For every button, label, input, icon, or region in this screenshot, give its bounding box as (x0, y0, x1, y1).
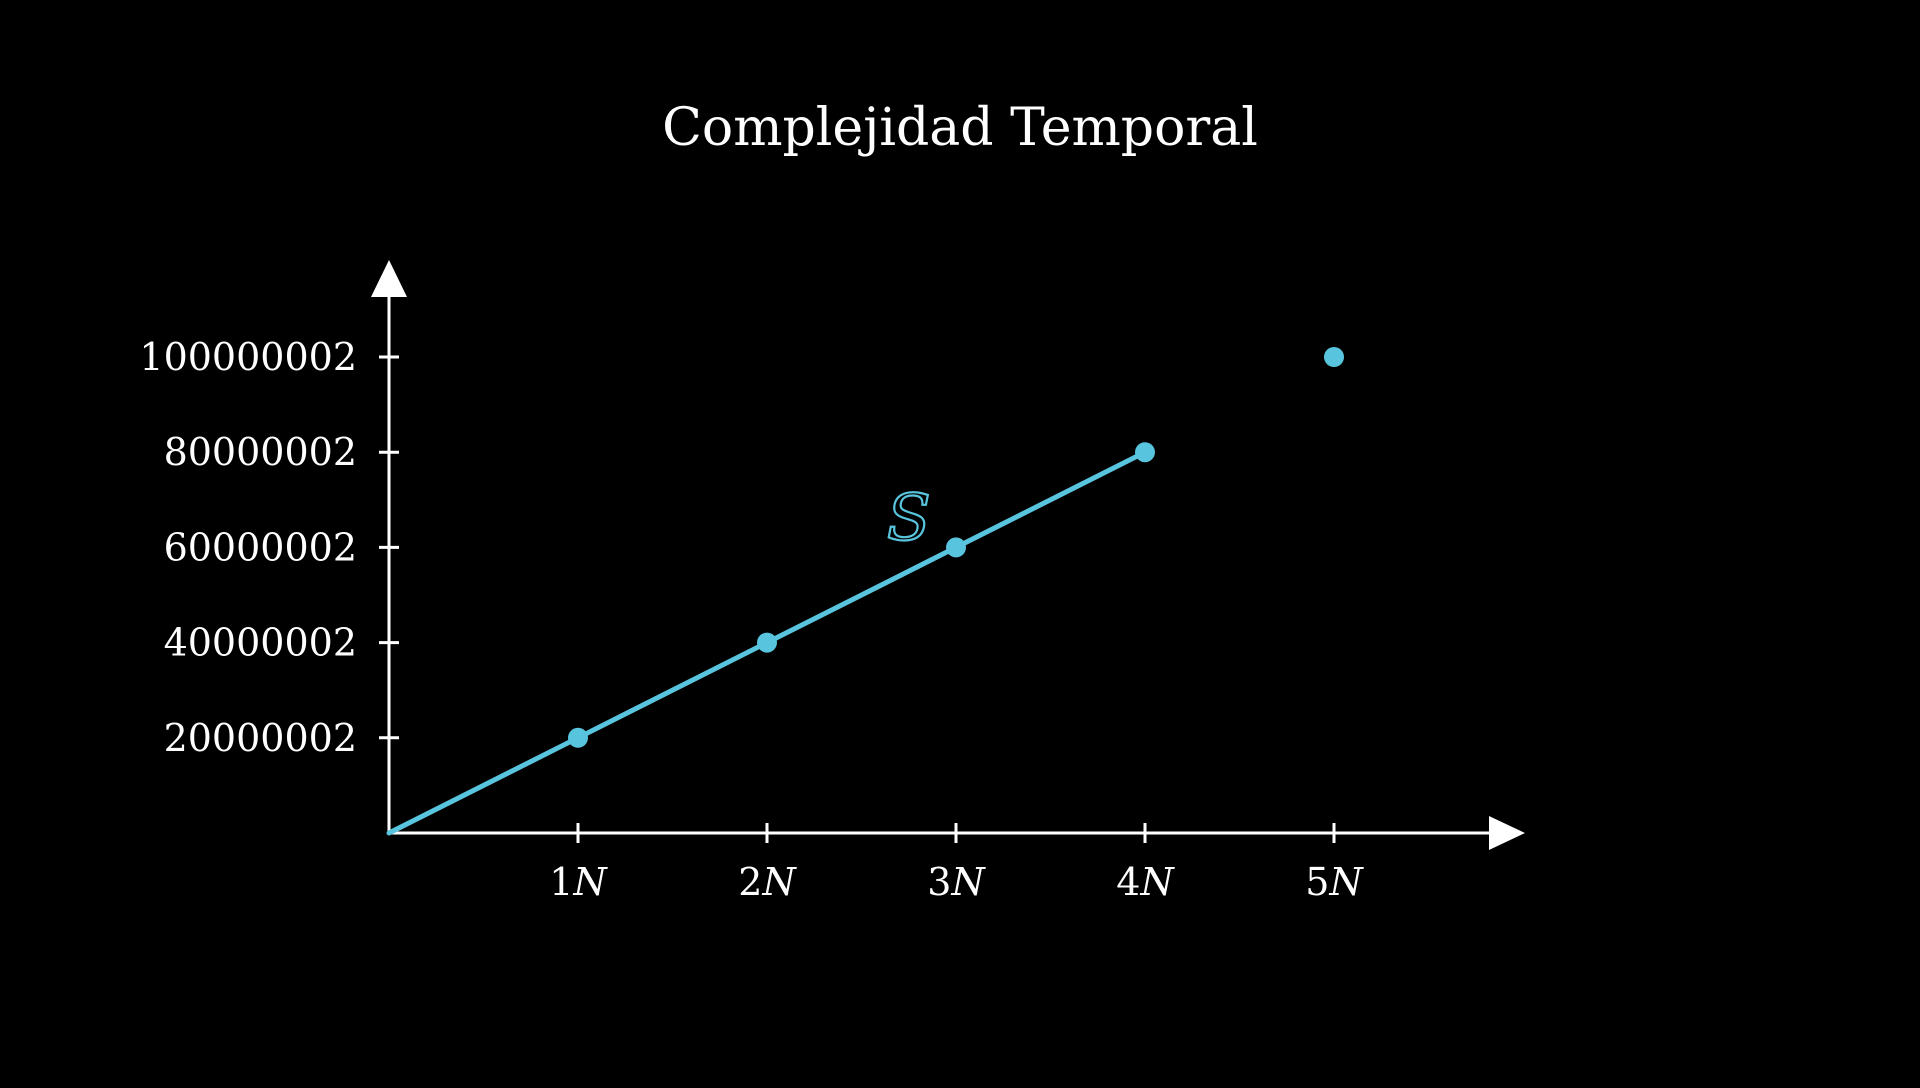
data-point (946, 537, 966, 558)
data-point (1324, 347, 1344, 367)
y-tick-label: 60000002 (164, 525, 357, 569)
chart-title: Complejidad Temporal (662, 98, 1258, 158)
x-axis-arrow (1489, 816, 1525, 850)
x-tick-label: 1N (549, 860, 608, 904)
x-tick-label: 2N (738, 860, 797, 904)
x-tick-label: 5N (1305, 860, 1364, 904)
y-tick-label: 80000002 (164, 430, 357, 474)
series-label: S (887, 481, 931, 555)
data-point (568, 727, 588, 748)
data-point (1135, 442, 1155, 463)
y-tick-label: 20000002 (164, 716, 357, 760)
data-point (757, 632, 777, 653)
y-tick-label: 40000002 (164, 621, 357, 665)
y-tick-label: 100000002 (139, 335, 357, 379)
x-tick-label: 3N (927, 860, 986, 904)
x-tick-label: 4N (1116, 860, 1175, 904)
y-axis-arrow (371, 260, 407, 297)
